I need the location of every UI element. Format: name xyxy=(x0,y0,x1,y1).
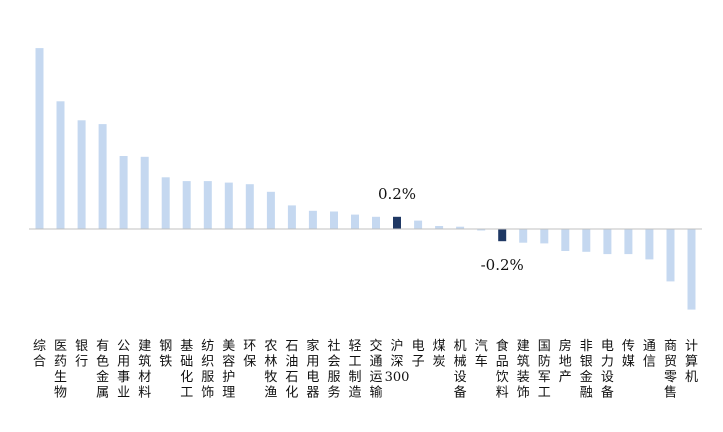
bar-电力设备 xyxy=(603,229,612,255)
category-label-沪深300: 沪深 300 xyxy=(385,338,410,385)
bar-纺织服饰 xyxy=(203,181,212,229)
category-label-计算机: 计算机 xyxy=(685,339,698,385)
bar-轻工制造 xyxy=(351,214,359,229)
bar-通信 xyxy=(645,229,654,260)
category-labels: 综合医药生物银行有色金属公用事业建筑材料钢铁基础化工纺织服饰美容护理环保农林牧渔… xyxy=(33,338,698,401)
category-label-社会服务: 社会服务 xyxy=(327,338,340,401)
bar-计算机 xyxy=(687,229,696,310)
bar-商贸零售 xyxy=(666,229,675,282)
category-label-汽车: 汽车 xyxy=(475,339,488,370)
category-label-电力设备: 电力设备 xyxy=(601,339,614,401)
category-label-电子: 电子 xyxy=(412,339,425,370)
bar-银行 xyxy=(77,120,86,229)
category-label-国防军工: 国防军工 xyxy=(538,339,551,401)
bar-非银金融 xyxy=(582,229,591,252)
category-label-机械设备: 机械设备 xyxy=(454,339,467,401)
category-label-食品饮料: 食品饮料 xyxy=(496,338,509,401)
data-labels: 0.2% -0.2% xyxy=(378,185,524,274)
bar-钢铁 xyxy=(161,177,170,229)
category-label-综合: 综合 xyxy=(33,339,46,370)
bar-机械设备 xyxy=(456,226,465,229)
data-label-沪深300: 0.2% xyxy=(378,185,416,203)
bar-series xyxy=(35,48,696,310)
category-label-建筑材料: 建筑材料 xyxy=(138,339,151,401)
bar-环保 xyxy=(245,184,254,229)
category-label-建筑装饰: 建筑装饰 xyxy=(517,339,530,401)
category-label-家用电器: 家用电器 xyxy=(306,338,319,401)
bar-农林牧渔 xyxy=(266,191,275,229)
category-label-轻工制造: 轻工制造 xyxy=(348,339,361,401)
bar-国防军工 xyxy=(540,229,549,244)
category-label-交通运输: 交通运输 xyxy=(369,338,382,401)
category-label-非银金融: 非银金融 xyxy=(580,339,593,401)
category-label-公用事业: 公用事业 xyxy=(117,339,130,401)
bar-汽车 xyxy=(477,229,486,231)
category-label-纺织服饰: 纺织服饰 xyxy=(201,339,214,401)
bar-有色金属 xyxy=(98,124,107,229)
category-label-有色金属: 有色金属 xyxy=(96,339,109,401)
category-label-传媒: 传媒 xyxy=(622,339,635,370)
bar-石油石化 xyxy=(287,205,296,229)
category-label-医药生物: 医药生物 xyxy=(54,339,67,401)
bar-建筑装饰 xyxy=(519,229,528,243)
category-label-通信: 通信 xyxy=(643,339,656,370)
category-label-房地产: 房地产 xyxy=(559,338,572,385)
bar-煤炭 xyxy=(435,226,444,229)
bar-公用事业 xyxy=(119,156,128,229)
bar-房地产 xyxy=(561,229,570,251)
category-label-煤炭: 煤炭 xyxy=(433,339,446,370)
bar-家用电器 xyxy=(308,210,317,229)
bar-沪深300 xyxy=(393,216,401,229)
bar-建筑材料 xyxy=(140,156,149,229)
category-label-基础化工: 基础化工 xyxy=(180,339,193,401)
bar-综合 xyxy=(35,48,44,229)
category-label-美容护理: 美容护理 xyxy=(222,339,235,401)
category-label-商贸零售: 商贸零售 xyxy=(664,339,677,401)
bar-交通运输 xyxy=(372,216,380,229)
bar-美容护理 xyxy=(224,182,233,229)
bar-传媒 xyxy=(624,229,633,255)
data-label-食品饮料: -0.2% xyxy=(481,256,524,274)
category-label-钢铁: 钢铁 xyxy=(159,339,172,370)
bar-电子 xyxy=(414,220,423,229)
bar-基础化工 xyxy=(182,181,191,229)
category-label-银行: 银行 xyxy=(75,339,88,370)
bar-社会服务 xyxy=(330,211,338,229)
bar-医药生物 xyxy=(56,101,65,229)
bar-食品饮料 xyxy=(498,229,507,242)
category-label-农林牧渔: 农林牧渔 xyxy=(264,339,277,401)
category-label-石油石化: 石油石化 xyxy=(285,339,298,401)
category-label-环保: 环保 xyxy=(243,339,256,370)
